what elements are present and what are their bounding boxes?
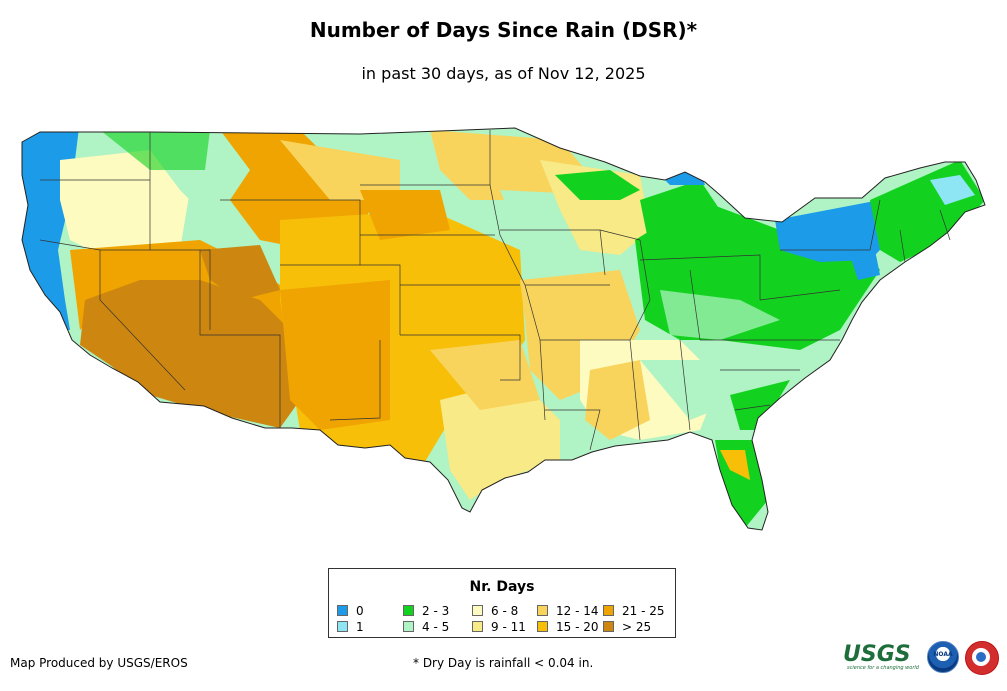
- dry-day-note: * Dry Day is rainfall < 0.04 in.: [413, 656, 594, 670]
- legend-item-0: 0: [337, 604, 364, 618]
- legend-swatch: [337, 621, 348, 632]
- legend-label: 9 - 11: [491, 620, 526, 634]
- legend-item-3: 4 - 5: [403, 620, 449, 634]
- legend-item-4: 6 - 8: [472, 604, 518, 618]
- usgs-tagline: science for a changing world: [847, 665, 919, 671]
- legend-item-9: > 25: [603, 620, 651, 634]
- producer-credit: Map Produced by USGS/EROS: [10, 656, 188, 670]
- legend-swatch: [537, 605, 548, 616]
- legend-swatch: [403, 605, 414, 616]
- legend-title: Nr. Days: [469, 579, 535, 595]
- legend-label: 4 - 5: [422, 620, 450, 634]
- legend-label: 1: [356, 620, 364, 634]
- legend-item-5: 9 - 11: [472, 620, 526, 634]
- legend-label: 2 - 3: [422, 604, 450, 618]
- legend-label: > 25: [622, 620, 652, 634]
- legend-swatch: [603, 621, 614, 632]
- legend-swatch: [537, 621, 548, 632]
- usgs-logo: USGS: [843, 642, 911, 667]
- legend-swatch: [472, 605, 483, 616]
- legend-label: 6 - 8: [491, 604, 519, 618]
- map-subtitle: in past 30 days, as of Nov 12, 2025: [361, 64, 646, 83]
- noaa-logo-icon: [927, 641, 959, 673]
- agency-logos: USGS science for a changing world NOAA: [843, 638, 1003, 678]
- legend-swatch: [472, 621, 483, 632]
- legend-item-8: 21 - 25: [603, 604, 665, 618]
- legend-item-6: 12 - 14: [537, 604, 599, 618]
- legend-swatch: [603, 605, 614, 616]
- legend-swatch: [403, 621, 414, 632]
- legend-label: 15 - 20: [556, 620, 599, 634]
- legend-item-7: 15 - 20: [537, 620, 599, 634]
- legend-label: 0: [356, 604, 364, 618]
- legend-label: 21 - 25: [622, 604, 665, 618]
- legend-swatch: [337, 605, 348, 616]
- legend: Nr. Days 0 1 2 - 3 4 - 5 6 - 8 9 - 11 12…: [328, 568, 676, 638]
- noaa-logo-text: NOAA: [933, 651, 953, 658]
- dsr-map: [21, 127, 986, 531]
- map-title: Number of Days Since Rain (DSR)*: [309, 18, 698, 42]
- legend-item-2: 2 - 3: [403, 604, 449, 618]
- legend-label: 12 - 14: [556, 604, 599, 618]
- nws-logo-center: [976, 652, 986, 662]
- legend-item-1: 1: [337, 620, 364, 634]
